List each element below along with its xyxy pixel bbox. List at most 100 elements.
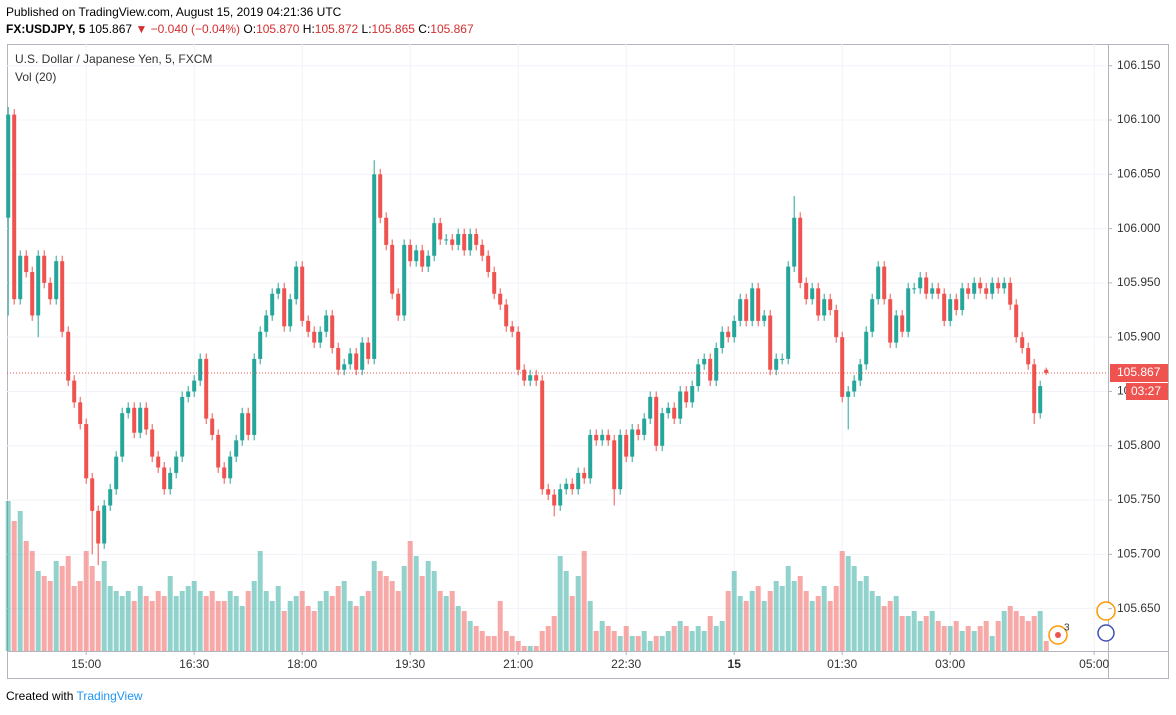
volume-bar <box>749 591 755 651</box>
candle-body <box>318 331 323 343</box>
candle-body <box>948 299 953 321</box>
volume-bar <box>53 561 59 651</box>
candle-body <box>900 315 905 332</box>
frame <box>7 44 1169 679</box>
volume-bar <box>95 581 101 651</box>
volume-bar <box>395 591 401 651</box>
volume-bar <box>371 561 377 651</box>
brand[interactable]: TradingView <box>76 689 143 703</box>
volume-bar <box>767 591 773 651</box>
candle-body <box>72 380 77 403</box>
volume-bar <box>617 636 623 651</box>
candle-body <box>384 217 389 245</box>
candle-body <box>414 250 419 262</box>
candle-body <box>270 293 275 316</box>
candle-body <box>792 217 797 267</box>
volume-bar <box>1025 621 1031 651</box>
candle-body <box>642 418 647 435</box>
candle-body <box>120 413 125 457</box>
candle-body <box>756 288 761 321</box>
volume-bar <box>335 586 341 651</box>
l-label: L: <box>361 22 372 36</box>
candle-body <box>1044 369 1049 374</box>
candle-body <box>852 380 857 392</box>
candle-body <box>1008 282 1013 305</box>
countdown-tag <box>1126 383 1168 401</box>
volume-bar <box>899 616 905 651</box>
volume-bar <box>179 591 185 651</box>
candle-body <box>600 434 605 441</box>
candle-body <box>540 380 545 490</box>
volume-bar <box>713 626 719 651</box>
candle-body <box>432 223 437 256</box>
volume-bar <box>491 636 497 651</box>
event-icon[interactable] <box>1097 624 1115 642</box>
open: 105.870 <box>256 22 300 36</box>
candle-body <box>36 255 41 316</box>
candle-body <box>66 331 71 381</box>
volume-bar <box>239 606 245 651</box>
candle-body <box>372 174 377 359</box>
volume-bar <box>317 601 323 651</box>
candle-body <box>936 288 941 294</box>
candle-body <box>636 429 641 435</box>
candle-body <box>240 413 245 441</box>
volume-bar <box>329 596 335 651</box>
candle-body <box>312 331 317 343</box>
volume-bar <box>287 601 293 651</box>
x-tick-label: 16:30 <box>179 657 209 671</box>
volume-bar <box>461 611 467 651</box>
volume-bar <box>41 576 47 651</box>
x-tick-label: 21:00 <box>503 657 533 671</box>
candle-body <box>906 288 911 332</box>
candle-body <box>498 293 503 305</box>
volume-bar <box>659 636 665 651</box>
candle-body <box>798 217 803 283</box>
candle-body <box>576 472 581 490</box>
candle-body <box>510 326 515 332</box>
indicator-label: Vol (20) <box>15 70 56 84</box>
h-label: H: <box>302 22 315 36</box>
alert-count: 3 <box>1064 623 1070 634</box>
candle-body <box>834 310 839 338</box>
candle-body <box>702 358 707 365</box>
candle-body <box>828 299 833 311</box>
volume-bar <box>857 581 863 651</box>
candle-body <box>504 304 509 327</box>
volume-bar <box>851 566 857 651</box>
candle-body <box>996 282 1001 289</box>
volume-bar <box>917 621 923 651</box>
event-icon[interactable] <box>1096 601 1116 621</box>
candle-body <box>186 391 191 397</box>
candle-body <box>714 348 719 381</box>
y-tick-label: 105.700 <box>1117 547 1161 561</box>
y-tick-label: 106.050 <box>1117 166 1161 180</box>
volume-bar <box>227 591 233 651</box>
candle-body <box>408 244 413 262</box>
volume-bar <box>473 626 479 651</box>
volume-bar <box>131 601 137 651</box>
candle-body <box>132 407 137 433</box>
volume-bar <box>755 586 761 651</box>
y-tick-label: 105.650 <box>1117 601 1161 615</box>
candle-body <box>984 288 989 294</box>
candle-body <box>24 255 29 273</box>
volume-bar <box>551 616 557 651</box>
candle-body <box>102 505 107 544</box>
volume-bar <box>827 601 833 651</box>
volume-bar <box>941 626 947 651</box>
volume-bar <box>953 621 959 651</box>
candle-body <box>690 386 695 403</box>
volume-bar <box>635 636 641 651</box>
volume-bar <box>791 581 797 651</box>
volume-bar <box>533 646 539 651</box>
candle-body <box>486 255 491 273</box>
candle-body <box>342 364 347 370</box>
volume-bar <box>425 561 431 651</box>
volume-bar <box>437 591 443 651</box>
candle-body <box>726 331 731 338</box>
symbol: FX:USDJPY, 5 <box>6 22 86 36</box>
candle-body <box>354 353 359 370</box>
volume-bar <box>467 621 473 651</box>
